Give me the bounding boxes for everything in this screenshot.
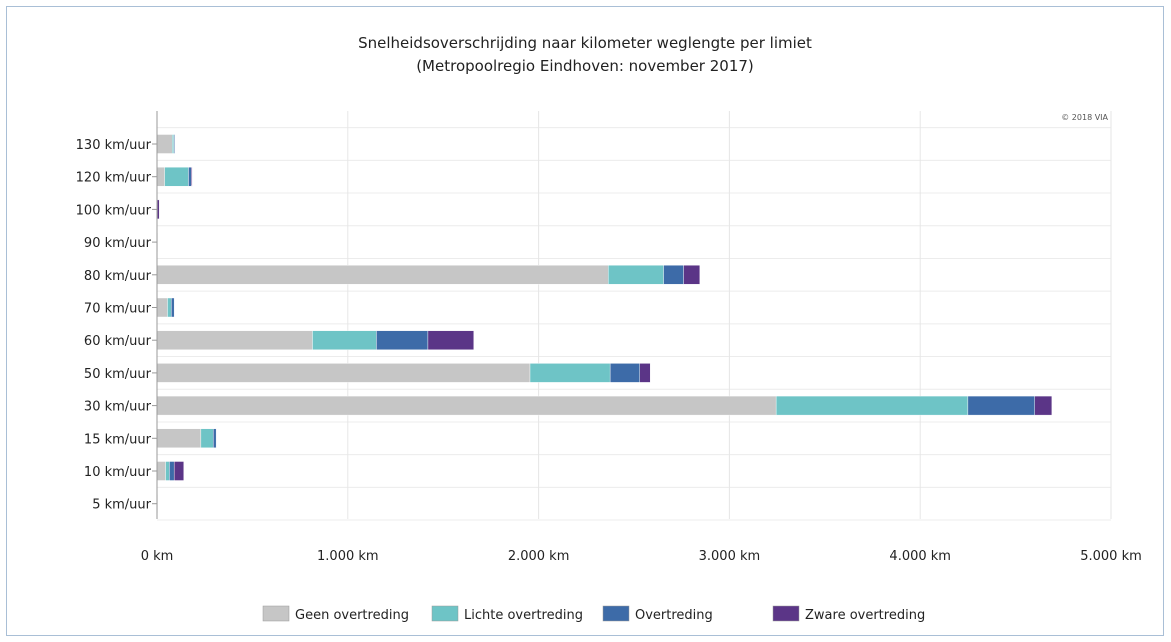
bar-segment (171, 297, 175, 318)
bar-segment (427, 330, 474, 350)
bar-segment (165, 461, 170, 481)
bar-segment (200, 428, 214, 448)
bar-segment (169, 461, 175, 481)
chart-title: Snelheidsoverschrijding naar kilometer w… (358, 34, 812, 52)
bar-segment (156, 265, 609, 285)
y-tick-label: 80 km/uur (84, 269, 152, 284)
y-tick-label: 50 km/uur (84, 367, 152, 382)
legend-label: Zware overtreding (805, 608, 925, 623)
x-tick-label: 1.000 km (317, 549, 379, 564)
bar-segment (312, 330, 377, 350)
x-tick-label: 3.000 km (699, 549, 761, 564)
y-tick-label: 120 km/uur (76, 171, 152, 186)
chart-credit: © 2018 VIA (1061, 113, 1108, 122)
y-tick-label: 15 km/uur (84, 432, 152, 447)
legend-label: Geen overtreding (295, 608, 409, 623)
grid-lines (156, 111, 1112, 521)
bar-segment (376, 330, 429, 350)
bar-segment (1034, 395, 1053, 416)
bar-segment (172, 134, 174, 154)
bar-segment (167, 297, 172, 318)
bar-segment (156, 330, 313, 350)
bar-segment (639, 363, 651, 383)
bar-segment (967, 395, 1035, 416)
bar-segment (156, 461, 166, 481)
bar-segment (156, 428, 202, 448)
chart-frame (6, 6, 1164, 636)
bar-segment (156, 134, 173, 154)
y-tick-label: 30 km/uur (84, 400, 152, 415)
x-tick-label: 2.000 km (508, 549, 570, 564)
x-tick-label: 4.000 km (889, 549, 951, 564)
bar-segment (191, 166, 193, 187)
bar-segment (164, 166, 189, 187)
bar-segment (156, 166, 165, 187)
bar-segment (156, 363, 531, 383)
bar-segment (683, 265, 701, 285)
y-tick-label: 10 km/uur (84, 465, 152, 480)
legend: Geen overtreding Lichte overtreding Overtr… (262, 605, 925, 623)
bar-segment (188, 166, 192, 187)
bar-segment (157, 199, 160, 220)
bar-segment (173, 134, 175, 154)
bar-segment (775, 395, 969, 416)
legend-label: Lichte overtreding (464, 608, 583, 623)
y-tick-label: 5 km/uur (92, 498, 151, 513)
y-tick-label: 70 km/uur (84, 302, 152, 317)
legend-swatch (431, 605, 459, 622)
axes: 0 km 1.000 km 2.000 km 3.000 km 4.000 km 5.00… (76, 111, 1142, 564)
x-tick-label: 5.000 km (1080, 549, 1142, 564)
legend-swatch (602, 605, 630, 622)
bar-segment (156, 297, 168, 318)
y-tick-label: 130 km/uur (76, 138, 152, 153)
y-tick-label: 60 km/uur (84, 334, 152, 349)
bar-segment (608, 265, 664, 285)
bar-segment (609, 363, 640, 383)
legend-label: Overtreding (635, 608, 713, 623)
bar-segment (156, 395, 777, 416)
bars (156, 134, 1053, 514)
bar-segment (529, 363, 611, 383)
x-tick-label: 0 km (141, 549, 174, 564)
legend-swatch (772, 605, 800, 622)
chart-subtitle: (Metropoolregio Eindhoven: november 2017… (416, 57, 754, 75)
bar-segment (663, 265, 684, 285)
y-tick-label: 100 km/uur (76, 203, 152, 218)
y-tick-label: 90 km/uur (84, 236, 152, 251)
bar-segment (213, 428, 217, 448)
legend-swatch (262, 605, 290, 622)
bar-segment (173, 461, 184, 481)
